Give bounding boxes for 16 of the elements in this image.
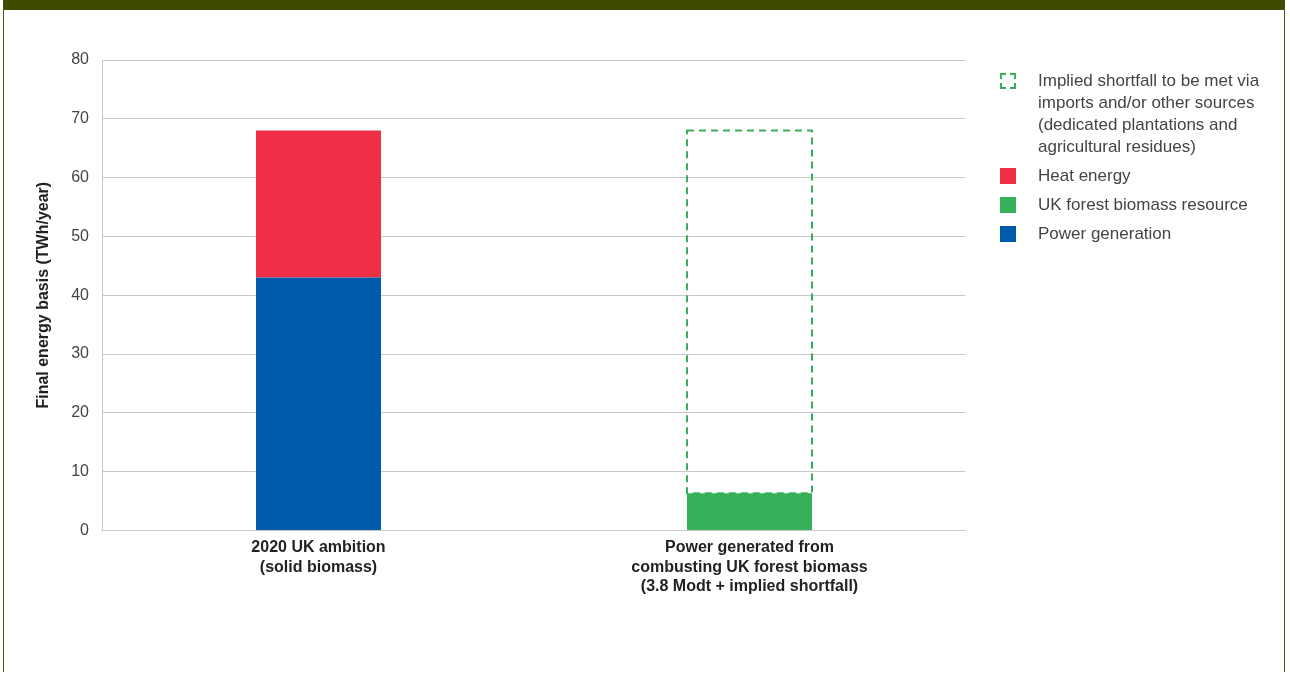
y-tick-label: 70 — [71, 109, 90, 127]
y-tick-label: 10 — [71, 462, 90, 480]
x-tick-label: Power generated from combusting UK forest biomass (3.8 Modt + implied shortfall) — [631, 538, 868, 594]
y-tick-label: 20 — [71, 403, 90, 421]
legend-label: Heat energy — [1038, 165, 1131, 187]
x-tick-label: 2020 UK ambition (solid biomass) — [251, 538, 386, 575]
y-tick-label: 40 — [71, 285, 90, 303]
y-tick-label: 80 — [71, 50, 90, 68]
y-tick-label: 0 — [80, 520, 90, 538]
legend-label: Power generation — [1038, 223, 1172, 245]
y-tick-label: 60 — [71, 168, 90, 186]
y-axis-title: Final energy basis (TWh/year) — [34, 181, 52, 409]
y-tick-label: 30 — [71, 344, 90, 362]
y-tick-label: 50 — [71, 226, 90, 244]
legend-label: Implied shortfall to be met via imports and/or other sources (dedicated plantations and agricultural residues) — [1038, 70, 1261, 158]
legend-label: UK forest biomass resource — [1038, 194, 1248, 216]
